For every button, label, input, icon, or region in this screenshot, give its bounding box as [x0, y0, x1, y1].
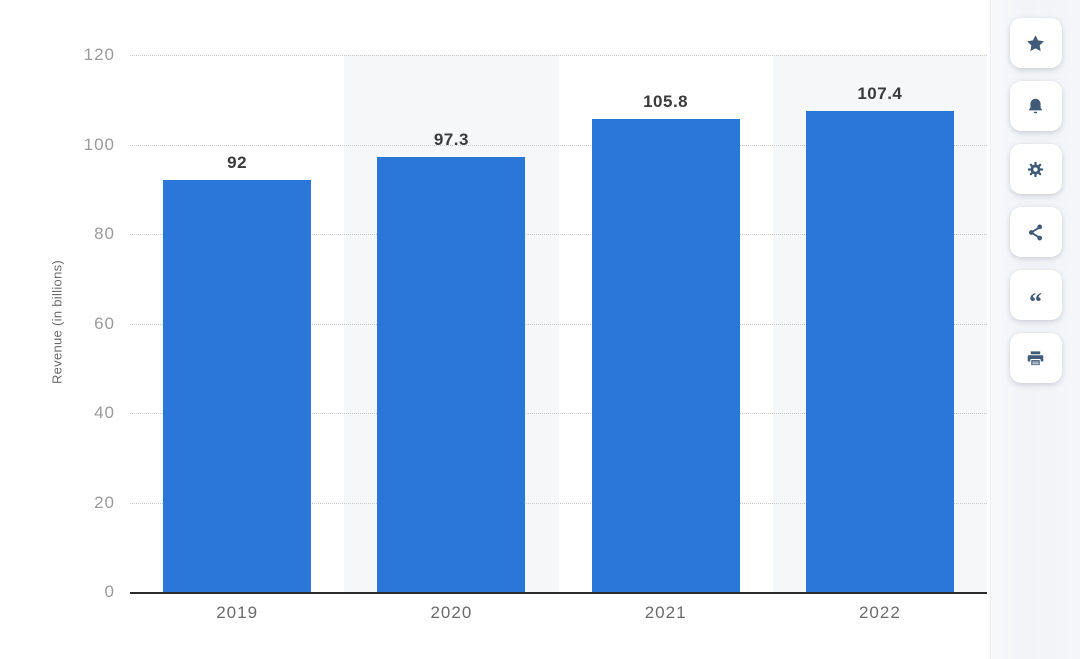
y-tick-80: 80 [94, 224, 115, 243]
value-label-2021: 105.8 [643, 91, 689, 111]
gridline-60 [130, 323, 987, 325]
category-cell-2020: 97.3 [344, 55, 558, 592]
gear-icon [1025, 159, 1046, 180]
bar-2021 [591, 118, 740, 592]
svg-text:“: “ [1029, 287, 1042, 306]
y-tick-0: 0 [104, 582, 115, 601]
gridline-120 [130, 55, 987, 56]
action-toolbar: “ [990, 0, 1080, 659]
favorite-button[interactable] [1009, 18, 1062, 68]
notifications-button[interactable] [1009, 81, 1062, 131]
bar-2020 [377, 156, 526, 592]
star-icon [1025, 33, 1046, 54]
share-button[interactable] [1009, 207, 1062, 257]
x-tick-2020: 2020 [430, 603, 473, 622]
value-label-2019: 92 [227, 153, 248, 173]
gridline-80 [130, 234, 987, 235]
bell-icon [1025, 96, 1046, 117]
y-tick-20: 20 [94, 492, 115, 512]
gridline-20 [130, 502, 987, 504]
category-cell-2021: 105.8 [559, 55, 773, 592]
x-tick-2022: 2022 [858, 603, 901, 622]
cite-button[interactable]: “ [1009, 270, 1062, 320]
gridline-100 [130, 144, 987, 146]
x-axis-ticks: 2019 2020 2021 2022 [130, 603, 987, 627]
bar-2022 [805, 111, 954, 592]
gridline-40 [130, 413, 987, 414]
value-label-2020: 97.3 [433, 129, 469, 149]
y-tick-60: 60 [94, 313, 115, 333]
x-axis-line [130, 592, 987, 594]
y-tick-100: 100 [83, 134, 115, 154]
quote-icon: “ [1025, 285, 1046, 306]
x-tick-2019: 2019 [216, 603, 259, 622]
settings-button[interactable] [1009, 144, 1062, 194]
y-tick-40: 40 [94, 403, 115, 422]
bar-2019 [163, 180, 312, 592]
y-axis-ticks: 0 20 40 60 80 100 120 [40, 45, 115, 601]
x-tick-2021: 2021 [644, 603, 687, 622]
print-button[interactable] [1009, 333, 1062, 383]
print-icon [1025, 348, 1046, 369]
y-tick-120: 120 [83, 45, 115, 64]
value-label-2022: 107.4 [857, 84, 903, 104]
plot-area: 92 97.3 105.8 107.4 [130, 55, 987, 594]
category-cell-2022: 107.4 [773, 55, 987, 592]
share-icon [1025, 222, 1046, 243]
category-cell-2019: 92 [130, 55, 344, 592]
